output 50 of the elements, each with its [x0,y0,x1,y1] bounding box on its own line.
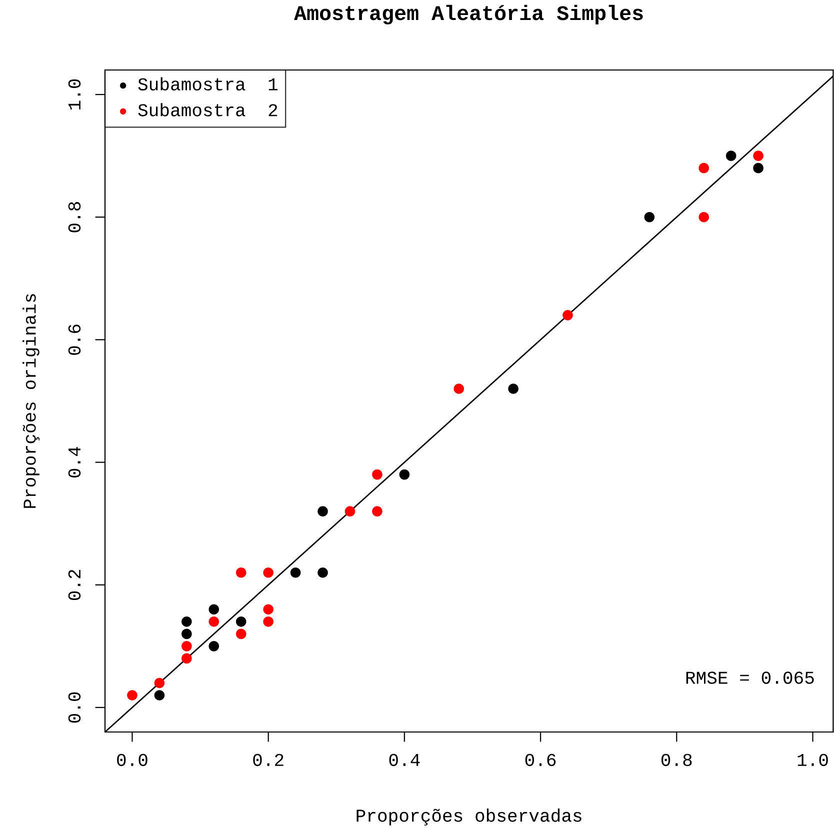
point [236,628,246,640]
point [290,567,301,578]
annotation: RMSE = 0.065 [686,672,814,684]
legend-label: Subamostra 1 [138,77,278,90]
point [236,567,246,578]
point [154,678,165,688]
y-tick-label: 0.4 [68,446,81,478]
point [263,604,274,615]
point [182,628,192,640]
point [182,616,192,627]
point [236,616,246,627]
point [508,384,518,394]
point [753,162,764,174]
point [372,469,382,480]
x-tick-label: 1.0 [798,754,828,766]
y-tick-label: 0.6 [68,324,81,355]
point [263,616,274,627]
point [562,310,573,320]
point [698,162,710,174]
point [127,690,138,700]
point [344,506,356,516]
point [644,212,655,222]
legend-label: Subamostra 2 [138,103,278,116]
point [318,506,328,516]
y-axis-title: Proporções originais [22,294,40,508]
point [208,641,220,652]
x-axis-title: Proporções observadas [356,808,582,826]
point [318,567,328,578]
point [726,150,736,161]
x-tick-label: 0.0 [117,754,148,766]
y-tick-label: 0.2 [68,570,81,600]
point [208,604,220,615]
point [182,653,192,664]
y-tick-label: 0.8 [68,202,81,232]
point [399,469,410,480]
point [698,212,710,222]
point [182,641,192,652]
x-tick-label: 0.4 [389,754,420,766]
point [208,616,220,627]
y-tick-label: 0.0 [68,692,81,723]
point [154,690,165,700]
point [753,150,764,161]
point [263,567,274,578]
y-tick-label: 1.0 [68,79,81,110]
point [372,506,382,516]
x-tick-label: 0.6 [525,754,556,766]
x-tick-label: 0.8 [661,754,692,766]
chart-title: Amostragem Aleatória Simples [294,4,643,24]
point [454,384,464,394]
x-tick-label: 0.2 [253,754,284,766]
